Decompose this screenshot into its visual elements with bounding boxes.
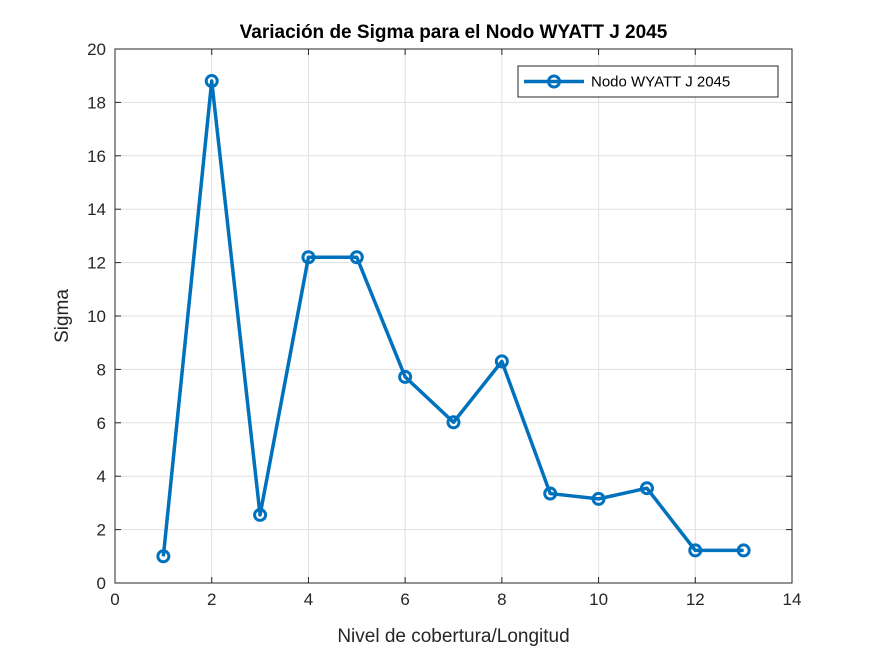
data-point [494,354,509,369]
x-tick-label: 14 [783,590,802,609]
x-tick-label: 12 [686,590,705,609]
x-tick-label: 8 [497,590,506,609]
data-point [543,486,558,501]
legend-entry: Nodo WYATT J 2045 [591,74,730,91]
y-tick-label: 10 [87,307,106,326]
y-tick-label: 8 [97,360,106,379]
x-tick-label: 6 [400,590,409,609]
legend-marker-sample [547,74,561,89]
data-point [398,369,413,384]
x-tick-label: 2 [207,590,216,609]
data-point [349,250,364,265]
y-tick-label: 6 [97,414,106,433]
chart-title: Variación de Sigma para el Nodo WYATT J … [240,22,668,43]
y-tick-label: 4 [97,467,106,486]
y-tick-label: 20 [87,40,106,59]
x-axis-label: Nivel de cobertura/Longitud [337,626,569,647]
y-axis-label: Sigma [52,289,73,343]
y-tick-label: 16 [87,147,106,166]
y-tick-label: 12 [87,254,106,273]
data-point [591,491,606,506]
x-tick-label: 0 [110,590,119,609]
data-point [204,74,219,89]
data-point [736,543,751,558]
x-tick-label: 10 [589,590,608,609]
data-point [688,543,703,558]
y-tick-label: 18 [87,93,106,112]
y-tick-label: 14 [87,200,106,219]
y-tick-label: 0 [97,574,106,593]
series-line [161,79,744,557]
series-layer [156,74,751,564]
data-point [156,549,171,564]
data-point [639,481,654,496]
y-tick-label: 2 [97,521,106,540]
data-point [301,250,316,265]
grid-lines [114,48,793,584]
x-tick-label: 4 [304,590,313,609]
axis-ticks: 0 2 4 6 8 10 12 14 0 2 4 6 8 10 12 14 16 18 20 [87,40,801,609]
data-point [446,415,461,430]
data-point [253,507,268,522]
legend: Nodo WYATT J 2045 [517,65,779,98]
